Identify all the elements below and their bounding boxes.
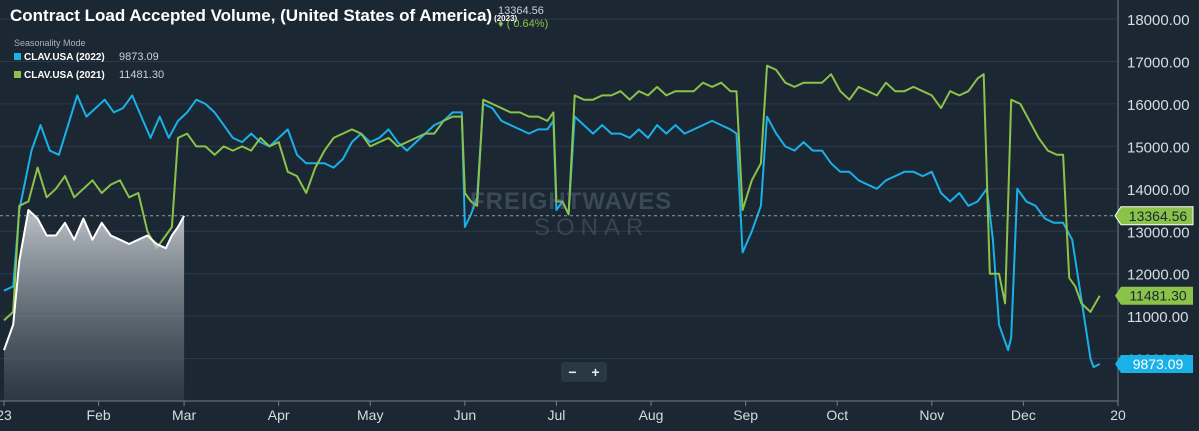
title-text: Contract Load Accepted Volume, (United S… (10, 6, 493, 25)
x-tick-label: Aug (639, 407, 664, 423)
chart-title: Contract Load Accepted Volume, (United S… (10, 6, 517, 26)
value-badge-shape (1115, 286, 1193, 305)
watermark-freightwaves: FREIGHTWAVES (470, 188, 673, 215)
y-tick-label: 15000.00 (1127, 139, 1190, 156)
y-tick-label: 14000.00 (1127, 182, 1190, 199)
legend-value-2021: 11481.30 (119, 69, 165, 81)
seasonality-mode-label: Seasonality Mode (14, 38, 86, 48)
value-badge-2: 9873.09 (1115, 354, 1193, 373)
y-tick-label: 11000.00 (1127, 309, 1188, 326)
y-tick-label: 17000.00 (1127, 54, 1190, 71)
x-tick-label: Jun (454, 407, 477, 423)
legend-swatch-2022 (14, 53, 21, 60)
header-change: ♦ ( 0.64%) (498, 18, 549, 30)
value-badge-label: 9873.09 (1133, 356, 1184, 372)
x-tick-label: Jul (547, 407, 565, 423)
y-tick-label: 13000.00 (1127, 224, 1190, 241)
legend-label-2021: CLAV.USA (2021) (24, 70, 105, 81)
value-badge-1: 11481.30 (1115, 286, 1193, 305)
grid-lines (0, 18, 1118, 360)
y-axis: 18000.00 17000.00 16000.00 15000.00 14000.00… (1117, 0, 1190, 401)
x-tick-label: 23 (0, 407, 12, 423)
x-tick-label: May (357, 407, 383, 423)
x-tick-label: Dec (1011, 407, 1036, 423)
zoom-controls: − + (561, 362, 607, 382)
x-tick-label: Mar (172, 407, 196, 423)
series-area-2 (4, 210, 185, 401)
legend-value-2022: 9873.09 (119, 51, 159, 63)
x-tick-label: Nov (919, 407, 944, 423)
series-line-0 (3, 94, 1101, 369)
zoom-out-button[interactable]: − (568, 364, 577, 380)
x-tick-label: Feb (87, 407, 111, 423)
x-axis: 23 Feb Mar Apr May Jun Jul Aug Sep Oct Nov Dec 20 (0, 400, 1126, 423)
y-tick-label: 18000.00 (1127, 12, 1190, 29)
legend-swatch-2021 (14, 71, 21, 78)
title-year: (2023) (494, 14, 518, 23)
value-badge-0: 13364.56 (1114, 206, 1194, 226)
watermark-sonar: SONAR (534, 214, 650, 241)
y-tick-label: 16000.00 (1127, 97, 1190, 114)
legend-item-2021[interactable]: CLAV.USA (2021) 11481.30 (14, 69, 164, 81)
legend-item-2022[interactable]: CLAV.USA (2022) 9873.09 (14, 51, 159, 63)
series-line-2 (3, 209, 185, 351)
legend-label-2022: CLAV.USA (2022) (24, 52, 105, 63)
y-tick-label: 12000.00 (1127, 267, 1190, 284)
x-tick-label: Apr (268, 407, 290, 423)
series-layer (3, 64, 1101, 401)
x-tick-label: Oct (826, 407, 848, 423)
value-badge-shape (1115, 354, 1193, 373)
value-badge-shape (1114, 206, 1194, 226)
zoom-in-button[interactable]: + (591, 364, 600, 380)
x-tick-label: 20 (1110, 407, 1126, 423)
header-current-value: 13364.56 (498, 5, 544, 17)
series-line-1 (3, 64, 1101, 322)
value-badge-label: 11481.30 (1129, 288, 1187, 304)
x-tick-label: Sep (733, 407, 758, 423)
value-badges: 13364.56 11481.30 9873.09 (1114, 206, 1194, 373)
value-badge-label: 13364.56 (1129, 208, 1188, 224)
